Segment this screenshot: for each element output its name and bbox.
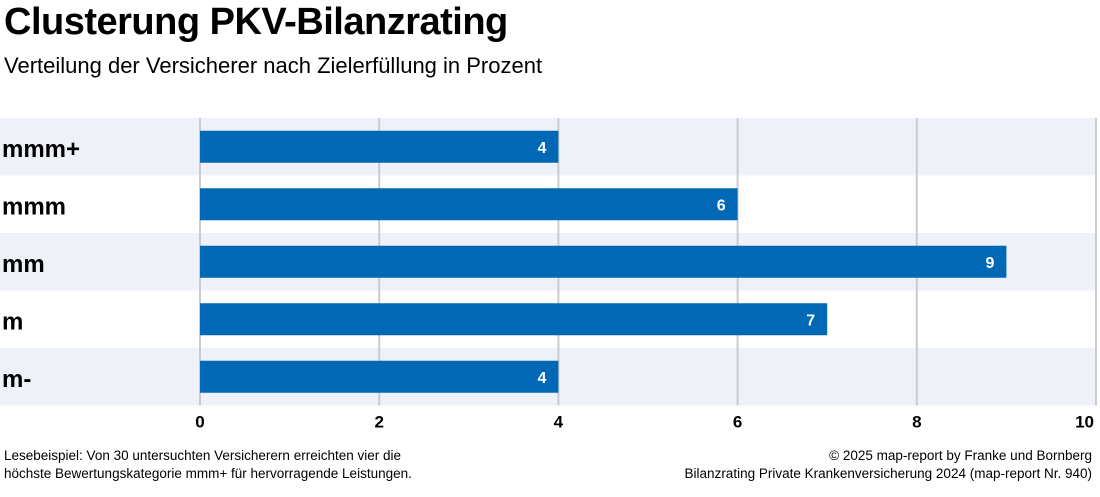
data-label: 4 [537,140,546,157]
x-tick-label: 6 [733,413,742,432]
reading-example-line-2: höchste Bewertungskategorie mmm+ für her… [4,466,412,481]
copyright-line: © 2025 map-report by Franke und Bornberg [829,448,1092,463]
x-tick-label: 0 [195,413,204,432]
chart-subtitle: Verteilung der Versicherer nach Zielerfü… [4,53,543,78]
data-label: 7 [806,312,815,329]
category-label: mmm [2,193,66,220]
bar [200,130,559,163]
category-label: mmm+ [2,136,80,163]
source-note: © 2025 map-report by Franke und Bornberg… [685,447,1092,483]
reading-example-line-1: Lesebeispiel: Von 30 untersuchten Versic… [4,448,401,463]
x-tick-label: 4 [554,413,564,432]
x-tick-label: 8 [912,413,921,432]
x-tick-label: 10 [1075,413,1094,432]
bar [200,360,559,393]
source-line: Bilanzrating Private Krankenversicherung… [684,466,1092,481]
data-label: 4 [537,370,546,387]
category-label: m [2,308,23,335]
x-tick-label: 2 [374,413,383,432]
data-label: 6 [717,197,726,214]
reading-example-note: Lesebeispiel: Von 30 untersuchten Versic… [4,447,412,483]
chart-title: Clusterung PKV-Bilanzrating [4,1,508,43]
bar [200,303,828,336]
data-label: 9 [985,255,994,272]
bar [200,245,1007,278]
category-label: mm [2,251,45,278]
category-label: m- [2,366,31,393]
bar [200,188,738,221]
